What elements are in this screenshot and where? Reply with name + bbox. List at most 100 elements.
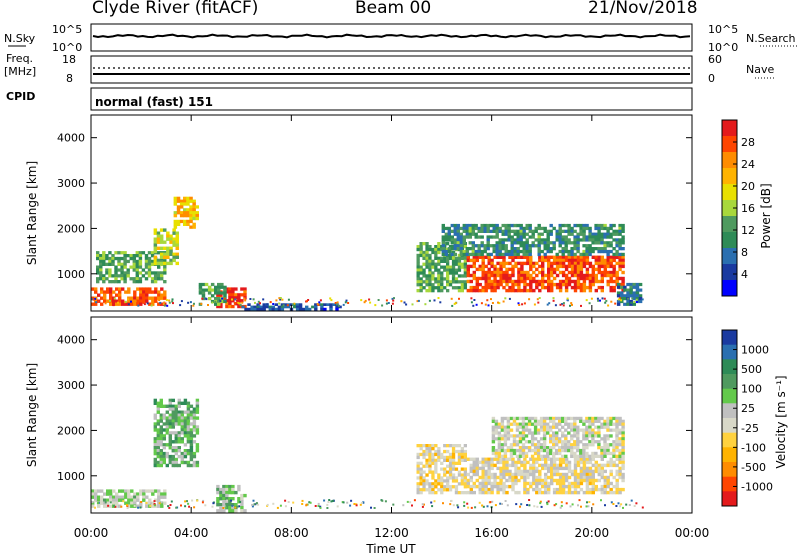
data-cell [549,419,553,423]
data-cell [564,446,568,450]
data-cell [127,495,131,499]
data-cell [529,481,533,486]
data-cell [153,280,158,284]
data-cell [570,229,574,233]
data-cell [573,481,578,486]
data-cell [157,504,161,508]
data-cell [491,446,496,450]
data-cell [579,285,584,290]
data-cell [621,463,625,468]
data-cell [620,299,623,302]
data-cell [184,505,187,508]
data-cell [618,472,622,477]
data-cell [588,229,592,233]
data-cell [258,304,261,307]
data-cell [532,466,536,471]
data-cell [166,231,170,235]
data-cell [425,283,429,287]
data-cell [546,416,550,421]
data-cell [159,240,164,244]
data-cell [504,232,508,236]
data-cell [217,291,221,295]
data-cell [518,446,523,450]
data-cell [150,262,155,266]
data-cell [530,448,535,453]
data-cell [490,288,494,293]
data-cell [505,460,509,465]
data-cell [104,501,107,504]
data-cell [600,273,604,278]
data-cell [629,294,633,298]
data-cell [362,501,365,504]
data-cell [91,287,95,291]
data-cell [419,253,423,258]
data-cell [484,264,488,269]
data-cell [504,238,508,242]
data-cell [192,451,197,456]
data-cell [603,425,607,429]
data-cell [520,463,524,468]
data-cell [527,448,532,453]
data-cell [521,434,526,438]
data-cell [527,428,532,432]
data-cell [451,259,456,263]
data-cell [533,428,538,432]
data-cell [508,297,511,300]
data-cell [606,258,610,263]
data-cell [177,398,181,403]
data-cell [165,425,169,429]
data-cell [219,497,223,501]
data-cell [234,293,238,297]
data-cell [502,460,506,465]
data-cell [546,235,550,239]
data-cell [136,287,140,291]
data-cell [552,434,556,438]
data-cell [478,264,482,269]
data-cell [591,238,595,242]
data-cell [109,302,113,306]
data-cell [127,504,131,508]
data-cell [120,262,124,266]
data-cell [494,422,499,426]
data-cell [502,481,506,486]
data-cell [535,285,539,290]
data-cell [440,479,444,483]
data-cell [262,305,266,309]
data-cell [156,231,161,235]
data-cell [100,498,104,502]
data-cell [591,469,595,474]
data-cell [425,259,429,263]
data-cell [539,448,544,453]
data-cell [162,454,166,459]
data-cell [619,505,621,508]
data-cell [615,419,619,423]
data-cell [448,271,453,275]
data-cell [517,472,521,477]
data-cell [235,303,238,306]
data-cell [579,282,584,287]
data-cell [484,469,488,474]
colorbar-swatch [722,418,737,433]
data-cell [136,504,140,508]
data-cell [579,454,583,458]
data-cell [108,268,112,272]
data-cell [243,293,247,297]
data-cell [183,422,188,426]
data-cell [234,296,238,300]
data-cell [514,475,518,480]
data-cell [171,416,175,420]
data-cell [451,286,456,290]
data-cell [576,249,580,254]
data-cell [561,431,565,435]
data-cell [492,226,496,231]
data-cell [496,255,500,259]
data-cell [615,229,619,233]
data-cell [115,504,119,508]
data-cell [513,232,517,236]
data-cell [523,466,527,471]
data-cell [189,205,193,209]
data-cell [111,274,115,278]
data-cell [523,472,527,477]
data-cell [295,307,300,311]
data-cell [610,300,613,303]
